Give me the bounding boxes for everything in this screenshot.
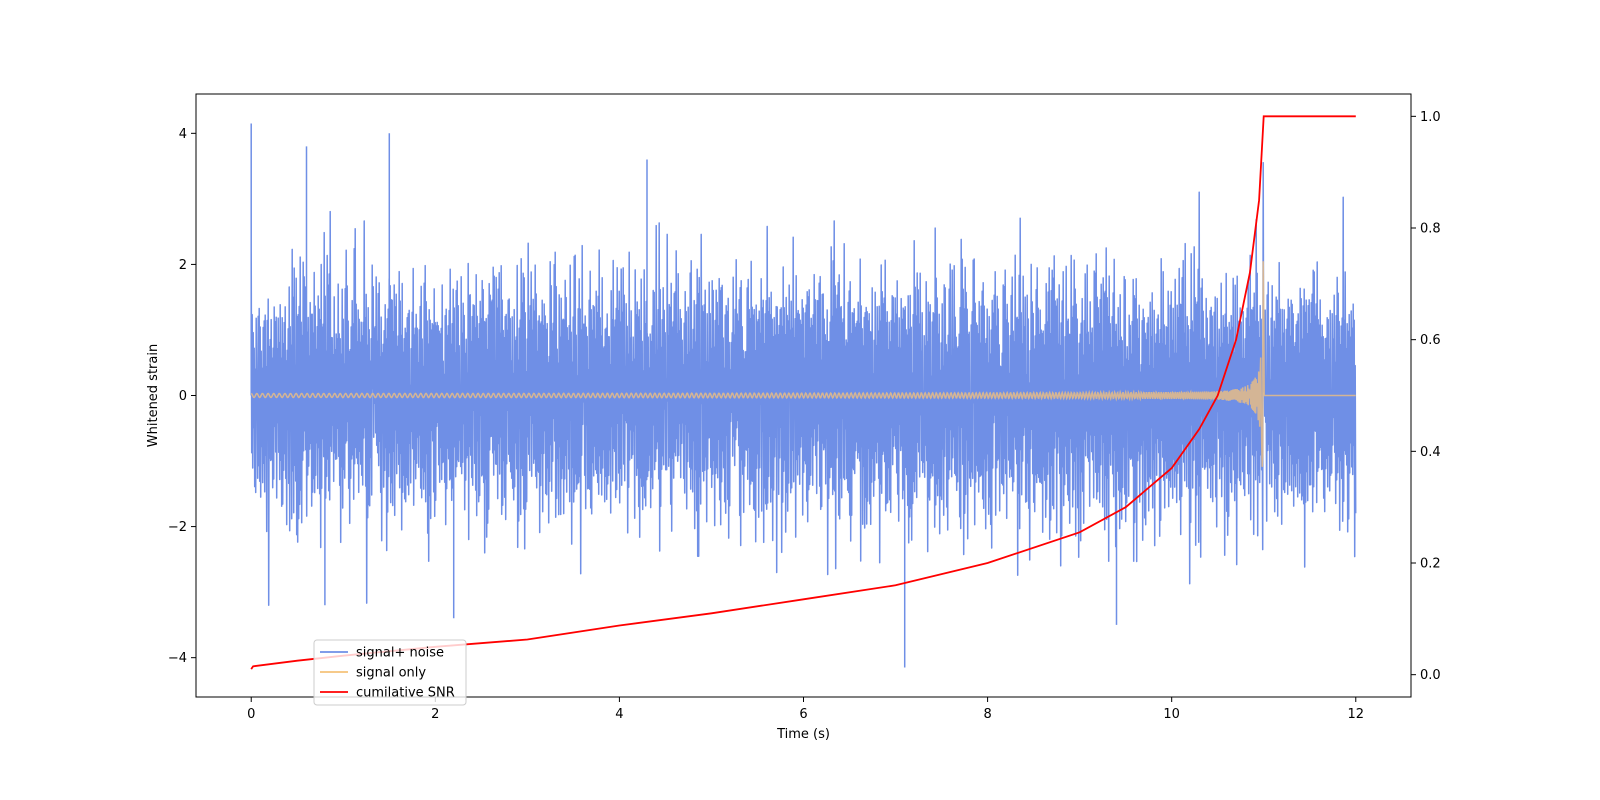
y2-tick-label: 0.4	[1420, 445, 1441, 460]
y2-tick-label: 0.8	[1420, 222, 1441, 237]
x-tick-label: 8	[983, 707, 991, 722]
legend-label: signal only	[356, 666, 426, 681]
series-signal-noise-line	[250, 123, 1357, 668]
y2-tick-label: 0.0	[1420, 668, 1441, 683]
x-tick-label: 10	[1163, 707, 1180, 722]
y-tick-label: 0	[179, 389, 187, 404]
y2-tick-label: 1.0	[1420, 110, 1441, 125]
x-tick-label: 0	[247, 707, 255, 722]
y-tick-label: 2	[179, 258, 187, 273]
y2-tick-label: 0.2	[1420, 557, 1441, 572]
x-tick-label: 6	[799, 707, 807, 722]
x-tick-label: 2	[431, 707, 439, 722]
series-signal-only-line	[250, 261, 1356, 467]
legend-label: cumilative SNR	[356, 686, 455, 701]
x-tick-label: 12	[1347, 707, 1364, 722]
legend	[313, 639, 467, 706]
y-tick-label: −2	[168, 520, 187, 535]
legend-label: signal+ noise	[356, 646, 444, 661]
y-axis-label: Whitened strain	[146, 344, 161, 447]
x-tick-label: 4	[615, 707, 623, 722]
y-tick-label: −4	[168, 651, 187, 666]
y2-tick-label: 0.6	[1420, 333, 1441, 348]
x-axis-label: Time (s)	[776, 727, 830, 742]
y-tick-label: 4	[179, 127, 187, 142]
